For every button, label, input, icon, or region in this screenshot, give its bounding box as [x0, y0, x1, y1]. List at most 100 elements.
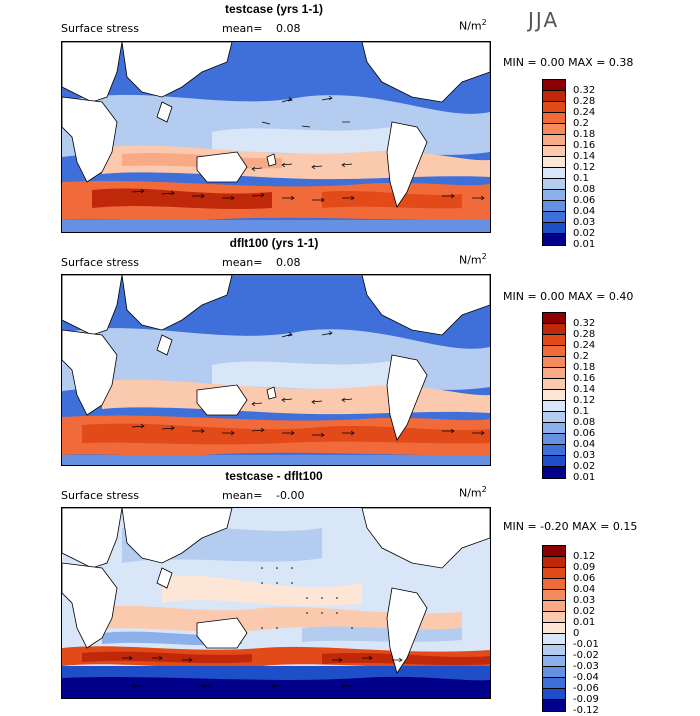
colorbar-label: 0.16 — [573, 373, 596, 384]
colorbar-label: 0.09 — [573, 562, 596, 573]
panel-2-field-label: Surface stress — [61, 256, 139, 269]
colorbar-label: 0.06 — [573, 428, 596, 439]
panel-2-colorbar — [542, 312, 566, 479]
colorbar-swatch — [543, 135, 565, 146]
colorbar-label: 0.32 — [573, 318, 596, 329]
colorbar-label: 0.28 — [573, 329, 596, 340]
season-label: JJA — [528, 8, 560, 32]
panel-1-colorbar-labels: 0.32 0.28 0.24 0.2 0.18 0.16 0.14 0.12 0.1 0.08 0.… — [573, 85, 595, 250]
panel-1-map-svg — [62, 42, 490, 232]
colorbar-swatch — [543, 102, 565, 113]
colorbar-swatch — [543, 423, 565, 434]
colorbar-swatch — [543, 124, 565, 135]
colorbar-swatch — [543, 234, 565, 245]
panel-2-unit: N/m2 — [459, 252, 487, 267]
colorbar-swatch — [543, 579, 565, 590]
panel-1-mean-label: mean= — [222, 22, 263, 35]
colorbar-swatch — [543, 656, 565, 667]
colorbar-label: 0.02 — [573, 461, 596, 472]
colorbar-label: 0.24 — [573, 340, 596, 351]
colorbar-swatch — [543, 557, 565, 568]
colorbar-label: 0.16 — [573, 140, 596, 151]
colorbar-label: -0.12 — [573, 705, 599, 716]
colorbar-label: 0.04 — [573, 206, 596, 217]
panel-3-minmax: MIN = -0.20 MAX = 0.15 — [503, 520, 638, 533]
colorbar-label: 0.04 — [573, 439, 596, 450]
colorbar-swatch — [543, 678, 565, 689]
colorbar-label: 0.03 — [573, 217, 596, 228]
colorbar-label: 0.1 — [573, 173, 589, 184]
colorbar-label: 0.06 — [573, 195, 596, 206]
panel-2-mean-value: 0.08 — [276, 256, 301, 269]
colorbar-swatch — [543, 645, 565, 656]
colorbar-label: 0.08 — [573, 417, 596, 428]
colorbar-swatch — [543, 357, 565, 368]
colorbar-swatch — [543, 412, 565, 423]
panel-2-map-svg — [62, 275, 490, 465]
panel-1-map — [61, 41, 491, 233]
colorbar-swatch — [543, 601, 565, 612]
colorbar-label: -0.04 — [573, 672, 599, 683]
colorbar-swatch — [543, 80, 565, 91]
colorbar-swatch — [543, 313, 565, 324]
colorbar-label: 0.18 — [573, 362, 596, 373]
colorbar-swatch — [543, 689, 565, 700]
colorbar-label: 0.32 — [573, 85, 596, 96]
colorbar-label: 0.24 — [573, 107, 596, 118]
colorbar-swatch — [543, 445, 565, 456]
panel-1-colorbar — [542, 79, 566, 246]
colorbar-label: -0.01 — [573, 639, 599, 650]
colorbar-label: -0.03 — [573, 661, 599, 672]
colorbar-swatch — [543, 346, 565, 357]
colorbar-label: 0.18 — [573, 129, 596, 140]
colorbar-label: 0.14 — [573, 151, 596, 162]
colorbar-label: 0.06 — [573, 573, 596, 584]
colorbar-label: 0.01 — [573, 239, 596, 250]
colorbar-swatch — [543, 146, 565, 157]
colorbar-swatch — [543, 368, 565, 379]
colorbar-swatch — [543, 390, 565, 401]
colorbar-swatch — [543, 590, 565, 601]
colorbar-swatch — [543, 179, 565, 190]
colorbar-label: 0.12 — [573, 551, 596, 562]
panel-2-minmax: MIN = 0.00 MAX = 0.40 — [503, 290, 634, 303]
colorbar-swatch — [543, 168, 565, 179]
panel-3-map-svg — [62, 508, 490, 698]
panel-3-map — [61, 507, 491, 699]
colorbar-label: 0.03 — [573, 450, 596, 461]
panel-3-unit: N/m2 — [459, 485, 487, 500]
colorbar-swatch — [543, 91, 565, 102]
panel-2-title: dflt100 (yrs 1-1) — [229, 236, 319, 250]
colorbar-label: 0.02 — [573, 228, 596, 239]
panel-3-title: testcase - dflt100 — [225, 469, 323, 483]
colorbar-swatch — [543, 467, 565, 478]
colorbar-swatch — [543, 223, 565, 234]
colorbar-swatch — [543, 335, 565, 346]
colorbar-label: 0.2 — [573, 351, 589, 362]
panel-2-map — [61, 274, 491, 466]
colorbar-label: 0.08 — [573, 184, 596, 195]
colorbar-label: 0.12 — [573, 162, 596, 173]
panel-1-title: testcase (yrs 1-1) — [224, 2, 324, 16]
colorbar-swatch — [543, 401, 565, 412]
panel-1-minmax: MIN = 0.00 MAX = 0.38 — [503, 56, 634, 69]
colorbar-swatch — [543, 212, 565, 223]
colorbar-label: 0.01 — [573, 617, 596, 628]
colorbar-label: 0.03 — [573, 595, 596, 606]
colorbar-swatch — [543, 324, 565, 335]
colorbar-swatch — [543, 113, 565, 124]
colorbar-label: 0.02 — [573, 606, 596, 617]
colorbar-label: 0.2 — [573, 118, 589, 129]
panel-3-colorbar — [542, 545, 566, 712]
panel-2-colorbar-labels: 0.32 0.28 0.24 0.2 0.18 0.16 0.14 0.12 0.1 0.08 0.… — [573, 318, 595, 483]
colorbar-swatch — [543, 568, 565, 579]
colorbar-swatch — [543, 700, 565, 711]
panel-1-mean-value: 0.08 — [276, 22, 301, 35]
colorbar-label: -0.06 — [573, 683, 599, 694]
colorbar-swatch — [543, 623, 565, 634]
colorbar-label: 0 — [573, 628, 580, 639]
panel-1-field-label: Surface stress — [61, 22, 139, 35]
colorbar-swatch — [543, 379, 565, 390]
panel-3-colorbar-labels: 0.12 0.09 0.06 0.04 0.03 0.02 0.01 0 -0.01 -0.02-… — [573, 551, 599, 716]
colorbar-label: 0.12 — [573, 395, 596, 406]
